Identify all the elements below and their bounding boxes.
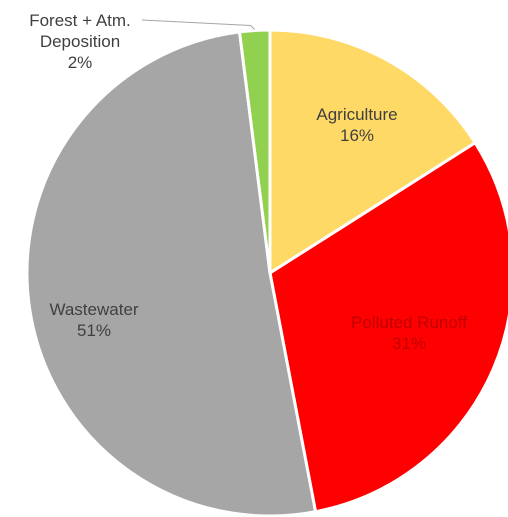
slice-label-value: 16%: [340, 126, 374, 145]
slice-label-polluted-runoff: Polluted Runoff 31%: [351, 313, 467, 353]
pie-slice-wastewater: [25, 30, 318, 517]
leader-line-forest-atm-deposition: [141, 19, 256, 30]
pie-slice-polluted-runoff: [268, 141, 508, 514]
pie-slice-forest-atm-deposition: [238, 28, 272, 275]
pie-slices: [25, 28, 508, 517]
slice-label-value: 31%: [392, 334, 426, 353]
leader-lines: [141, 19, 256, 30]
slice-label-value: 2%: [68, 53, 93, 72]
slice-label-agriculture: Agriculture 16%: [316, 105, 397, 145]
slice-label-name: Polluted Runoff: [351, 313, 467, 332]
slice-label-name: Agriculture: [316, 105, 397, 124]
slice-label-forest-atm-deposition: Forest + Atm. Deposition 2%: [29, 11, 131, 72]
slice-label-name: Forest + Atm.: [29, 11, 131, 30]
slice-label-wastewater: Wastewater 51%: [49, 300, 138, 340]
slice-label-value: 51%: [77, 321, 111, 340]
slice-label-name: Wastewater: [49, 300, 138, 319]
slice-labels: Agriculture 16% Polluted Runoff 31% Wastewat…: [29, 11, 467, 353]
slice-label-name: Deposition: [40, 32, 120, 51]
pie-slice-agriculture: [268, 28, 477, 275]
